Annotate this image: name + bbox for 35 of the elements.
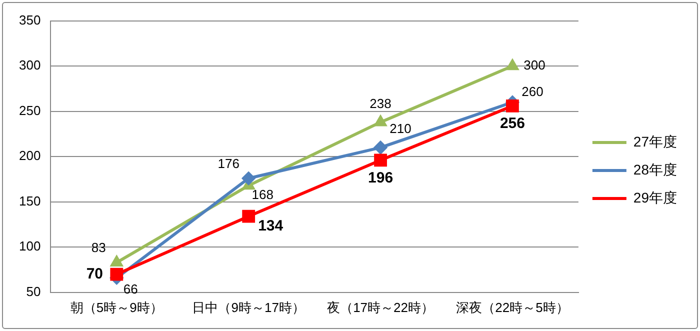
data-label: 70 [86, 265, 103, 282]
y-tick-label: 100 [18, 238, 41, 254]
point [110, 256, 122, 267]
data-label: 83 [91, 240, 106, 256]
x-tick-label: 深夜（22時～5時） [456, 300, 569, 315]
point [506, 99, 519, 112]
x-tick-label: 日中（9時～17時） [192, 300, 305, 315]
data-label: 66 [123, 281, 138, 296]
point [242, 172, 256, 185]
point [506, 60, 518, 70]
y-tick-label: 250 [18, 102, 41, 118]
y-tick-label: 200 [18, 148, 41, 164]
legend-label: 29年度 [633, 189, 678, 206]
point [374, 141, 388, 154]
data-label: 260 [522, 84, 544, 99]
data-label: 168 [252, 187, 274, 202]
legend-label: 28年度 [633, 161, 678, 178]
legend-label: 27年度 [633, 133, 678, 150]
data-label: 238 [370, 96, 392, 111]
y-tick-label: 300 [18, 58, 41, 73]
data-label: 300 [524, 58, 546, 73]
point [242, 210, 256, 223]
data-label: 134 [258, 217, 284, 234]
point [374, 116, 386, 126]
x-tick-label: 朝（5時～9時） [70, 300, 163, 315]
point [374, 154, 387, 167]
y-tick-label: 50 [26, 284, 41, 299]
point [110, 268, 124, 281]
data-label: 196 [368, 169, 394, 186]
data-label: 210 [390, 121, 412, 136]
x-tick-label: 夜（17時～22時） [327, 300, 434, 315]
y-tick-label: 150 [18, 193, 41, 208]
y-tick-label: 350 [18, 12, 41, 28]
data-label: 256 [500, 115, 525, 132]
data-label: 176 [218, 156, 240, 171]
